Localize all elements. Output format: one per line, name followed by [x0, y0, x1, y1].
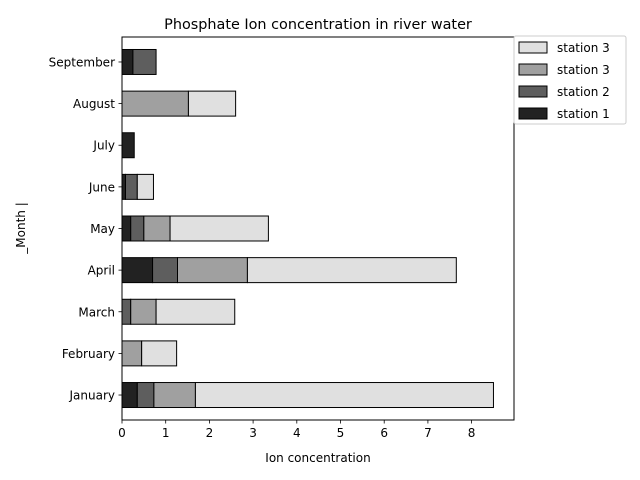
- bar-series2-march: [121, 298, 132, 325]
- x-tick-label: 4: [293, 426, 301, 440]
- bar-series4-may: [169, 215, 269, 242]
- bar-series3-march: [130, 298, 157, 325]
- legend-swatch-series4: [518, 41, 548, 54]
- legend-label-series4: station 3: [557, 41, 610, 55]
- y-axis-label: _Month |: [14, 202, 28, 254]
- x-tick-label: 5: [337, 426, 345, 440]
- bar-series4-march: [155, 298, 236, 325]
- x-tick-label: 8: [468, 426, 476, 440]
- x-axis: 0 1 2 3 4 5 6 7 8: [118, 420, 475, 440]
- bar-series1-may: [121, 215, 132, 242]
- bar-series2-june: [124, 173, 138, 200]
- bar-series3-may: [143, 215, 171, 242]
- legend-swatch-series2: [518, 85, 548, 98]
- legend-label-series3: station 3: [557, 63, 610, 77]
- bar-series3-august: [121, 90, 189, 117]
- bar-series4-february: [141, 340, 178, 367]
- x-tick-label: 1: [162, 426, 170, 440]
- bar-series2-april: [152, 257, 179, 284]
- y-tick-label-june: June: [88, 180, 115, 194]
- bar-series2-january: [136, 382, 155, 409]
- y-tick-label-may: May: [90, 222, 115, 236]
- legend-label-series2: station 2: [557, 85, 610, 99]
- legend-swatch-series3: [518, 63, 548, 76]
- bar-series1-april: [121, 257, 154, 284]
- bar-series1-july: [121, 132, 135, 159]
- bar-series1-january: [121, 382, 138, 409]
- x-tick-label: 7: [424, 426, 432, 440]
- x-tick-label: 3: [249, 426, 257, 440]
- bar-series1-september: [121, 48, 134, 75]
- y-tick-label-january: January: [69, 389, 116, 403]
- x-axis-label: Ion concentration: [265, 451, 370, 465]
- bar-series3-april: [177, 257, 248, 284]
- x-tick-label: 0: [118, 426, 126, 440]
- legend-box: [513, 35, 627, 125]
- bar-series4-june: [136, 173, 154, 200]
- chart-title: Phosphate Ion concentration in river wat…: [164, 17, 472, 33]
- y-tick-label-august: August: [73, 97, 115, 111]
- bar-series4-january: [194, 382, 494, 409]
- legend-label-series1: station 1: [557, 107, 610, 121]
- plot-area: [121, 48, 494, 409]
- bar-series2-may: [130, 215, 145, 242]
- bar-series1-june: [121, 173, 126, 200]
- legend: station 3 station 3 station 2 station 1: [513, 35, 627, 125]
- bar-series4-august: [187, 90, 237, 117]
- x-tick-label: 6: [380, 426, 388, 440]
- y-tick-label-april: April: [88, 264, 115, 278]
- bar-series3-february: [121, 340, 143, 367]
- bar-series2-september: [132, 48, 157, 75]
- y-axis: January February March April May June July Augu…: [49, 55, 122, 403]
- y-tick-label-september: September: [49, 55, 115, 69]
- y-tick-label-february: February: [62, 347, 115, 361]
- bar-series4-april: [246, 257, 457, 284]
- y-tick-label-july: July: [92, 139, 115, 153]
- x-tick-label: 2: [206, 426, 214, 440]
- y-tick-label-march: March: [78, 305, 115, 319]
- legend-swatch-series1: [518, 107, 548, 120]
- bar-series3-january: [153, 382, 196, 409]
